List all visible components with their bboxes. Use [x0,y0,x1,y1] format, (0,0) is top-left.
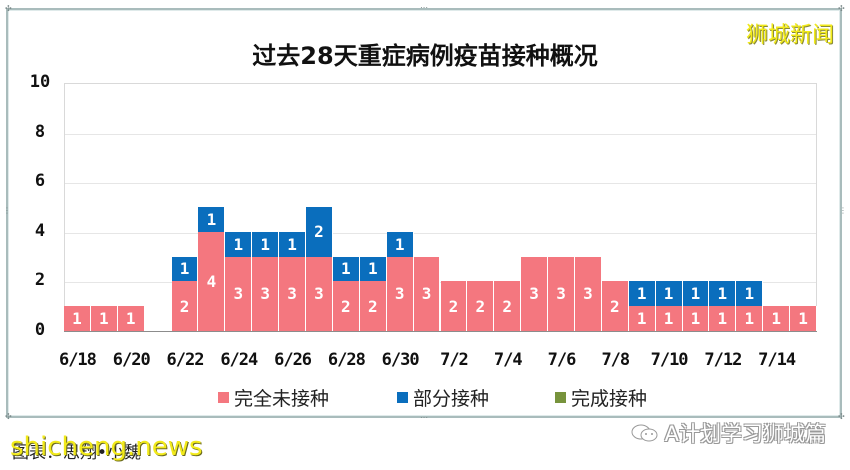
bar-segment[interactable]: 2 [494,281,522,331]
bar-segment[interactable]: 1 [117,306,145,331]
bar-segment[interactable]: 1 [628,306,656,331]
x-tick-label: 7/10 [650,350,689,370]
y-tick-label: 2 [34,270,46,291]
y-tick-label: 0 [34,320,46,340]
bar-segment[interactable]: 1 [332,256,360,282]
bar-segment[interactable]: 3 [252,256,280,331]
bar-segment[interactable]: 1 [790,306,817,331]
x-tick-label: 6/24 [220,350,258,370]
resize-handle-right[interactable]: ⋮ [839,206,847,215]
bar-segment[interactable]: 2 [601,281,629,331]
x-tick-label: 6/30 [381,350,420,370]
x-tick-label: 7/4 [493,350,523,370]
x-tick-label: 7/8 [601,350,630,370]
legend-swatch-full [555,392,566,403]
legend-label: 完成接种 [571,388,648,410]
bar-segment[interactable]: 2 [306,207,333,257]
source-label: A计划学习狮城篇 [631,418,826,448]
bar-segment[interactable]: 3 [521,256,549,331]
y-tick-label: 8 [34,121,46,142]
chart-frame: ✣ ⋯ ✣ ⋮ ⋮ ✣ ⋯ ✣ [3,3,847,422]
resize-handle-bottom[interactable]: ⋯ [420,413,428,422]
bar-segment[interactable]: 1 [64,306,91,331]
source-text: A计划学习狮城篇 [664,422,826,446]
bar-segment[interactable]: 1 [682,306,710,331]
bar-segment[interactable]: 3 [574,256,602,331]
bar-segment[interactable]: 2 [359,281,387,331]
bar-segment[interactable]: 1 [279,231,307,257]
bar-segment[interactable]: 2 [171,281,199,331]
gridline [65,232,816,234]
y-tick-label: 6 [34,171,46,192]
legend-item-full[interactable]: 完成接种 [555,384,647,411]
legend-label: 部分接种 [413,388,490,410]
bar-segment[interactable]: 2 [467,281,495,331]
x-tick-label: 7/6 [547,350,577,370]
gridline [65,183,816,185]
legend: 完全未接种 部分接种 完成接种 [0,384,850,411]
x-tick-label: 6/26 [274,350,312,370]
bar-segment[interactable]: 1 [655,281,683,307]
x-tick-label: 6/18 [58,350,97,370]
chart-title: 过去28天重症病例疫苗接种概况 [252,42,598,70]
wechat-icon [631,423,659,443]
bar-segment[interactable]: 1 [655,306,683,331]
bar-segment[interactable]: 4 [198,231,226,331]
bar-segment[interactable]: 3 [225,256,253,331]
legend-swatch-unvaccinated [218,392,229,403]
bar-segment[interactable]: 1 [386,231,414,257]
bar-segment[interactable]: 1 [682,281,710,307]
bar-segment[interactable]: 1 [709,306,737,331]
gridline [65,133,816,135]
y-tick-label: 10 [29,72,51,92]
bar-segment[interactable]: 1 [252,231,280,257]
x-tick-label: 6/22 [166,350,205,370]
x-tick-label: 7/12 [704,350,742,370]
legend-swatch-partial [397,392,408,403]
resize-handle-top-right[interactable]: ✣ [838,4,845,13]
bar-segment[interactable]: 3 [386,256,414,331]
resize-handle-left[interactable]: ⋮ [3,206,11,215]
chart-credit: 图表：思翔•小魏 [12,443,142,463]
resize-handle-top[interactable]: ⋯ [420,3,428,12]
x-tick-label: 6/28 [327,350,366,370]
watermark-text: shicheng.news [10,432,203,462]
x-tick-label: 6/20 [112,350,151,370]
bar-segment[interactable]: 1 [90,306,118,331]
y-tick-label: 4 [34,220,46,241]
resize-handle-bottom-left[interactable]: ✣ [5,412,12,421]
bar-segment[interactable]: 1 [736,306,764,331]
bar-segment[interactable]: 2 [440,281,468,331]
x-tick-label: 7/14 [758,350,796,370]
bar-segment[interactable]: 3 [306,256,333,331]
bar-segment[interactable]: 1 [763,306,791,331]
resize-handle-top-left[interactable]: ✣ [5,4,12,13]
bar-segment[interactable]: 1 [628,281,656,307]
bar-segment[interactable]: 1 [709,281,737,307]
bar-segment[interactable]: 1 [171,256,199,282]
bar-segment[interactable]: 3 [279,256,307,331]
bar-segment[interactable]: 2 [332,281,360,331]
x-axis-line [64,331,817,332]
bar-segment[interactable]: 1 [359,256,387,282]
legend-item-partial[interactable]: 部分接种 [397,384,489,411]
bar-segment[interactable]: 1 [198,207,226,232]
bar-segment[interactable]: 3 [413,256,441,331]
brand-logo-text: 狮城新闻 [745,23,834,48]
bar-segment[interactable]: 3 [548,256,575,331]
bar-segment[interactable]: 1 [736,281,764,307]
bar-segment[interactable]: 1 [225,231,253,257]
resize-handle-bottom-right[interactable]: ✣ [838,412,845,421]
x-tick-label: 7/2 [440,350,469,370]
legend-item-unvaccinated[interactable]: 完全未接种 [218,384,329,411]
legend-label: 完全未接种 [234,388,330,410]
